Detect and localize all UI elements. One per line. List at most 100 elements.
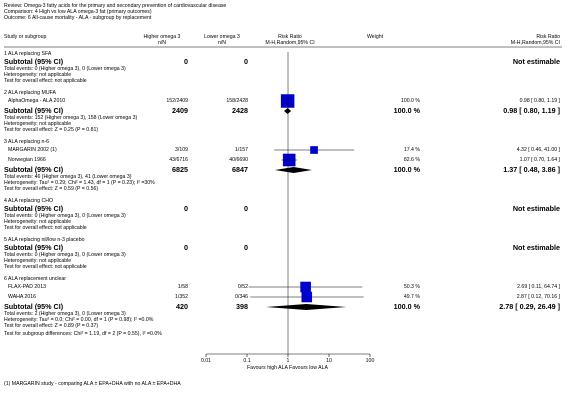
study-higher-events: 3/109 [175, 147, 188, 153]
study-lower-events: 158/2428 [226, 98, 248, 104]
subgroup-note: Test for overall effect: not applicable [4, 225, 87, 231]
subtotal-ci-text: 2.78 [ 0.29, 26.49 ] [499, 302, 560, 311]
subtotal-higher: 0 [184, 57, 188, 66]
subtotal-label: Subtotal (95% CI) [4, 106, 64, 115]
study-name: FLAX-PAD 2013 [8, 284, 46, 290]
subgroup-note: Test for overall effect: not applicable [4, 78, 87, 84]
col-rr-header: Risk Ratio [278, 34, 302, 40]
col-higher-subheader: n/N [157, 40, 167, 46]
subgroup-note: Test for overall effect: Z = 0.59 (P = 0… [4, 186, 99, 192]
subgroup-note: Heterogeneity: not applicable [4, 258, 72, 264]
study-lower-events: 1/157 [235, 147, 248, 153]
subgroup-note: Total events: 152 (Higher omega 3), 158 … [4, 115, 138, 121]
study-weight: 49.7 % [403, 294, 420, 300]
study-ci-text: 2.87 [ 0.12, 70.16 ] [516, 294, 560, 300]
study-higher-events: 152/2409 [166, 98, 188, 104]
subtotal-higher: 420 [176, 302, 188, 311]
review-title: Review: Omega-3 fatty acids for the prim… [4, 3, 227, 9]
subtotal-higher: 0 [184, 243, 188, 252]
col-rr2-subheader: M-H,Random,95% CI [510, 40, 560, 46]
subtotal-label: Subtotal (95% CI) [4, 302, 64, 311]
study-marker [300, 281, 311, 293]
study-weight: 50.3 % [403, 284, 420, 290]
subtotal-ci-text: Not estimable [512, 243, 560, 252]
study-ci-text: 0.98 [ 0.80, 1.19 ] [519, 98, 560, 104]
study-weight: 17.4 % [403, 147, 420, 153]
subgroup-title: 3 ALA replacing n-6 [4, 139, 49, 145]
subgroup-title: 6 ALA replacement unclear [4, 276, 67, 282]
subgroup-note: Heterogeneity: not applicable [4, 72, 72, 78]
subgroup-note: Heterogeneity: Tau² = 0.29; Chi² = 1.43,… [4, 180, 155, 186]
subgroup-title: 2 ALA replacing MUFA [4, 90, 56, 96]
subgroup-note: Total events: 0 (Higher omega 3), 0 (Low… [4, 213, 126, 219]
subtotal-lower: 398 [236, 302, 248, 311]
x-tick-label: 1 [286, 358, 290, 364]
subtotal-higher: 6825 [172, 165, 188, 174]
favours-left-label: Favours high ALA [247, 365, 288, 371]
study-higher-events: 1/352 [175, 294, 188, 300]
subgroup-note: Total events: 46 (Higher omega 3), 41 (L… [4, 174, 132, 180]
footnote-text: (1) MARGARIN study - comparing ALA ± EPA… [4, 381, 181, 387]
col-lower-header: Lower omega 3 [204, 34, 240, 40]
study-lower-events: 0/346 [235, 294, 248, 300]
comparison-title: Comparison: 4 High vs low ALA omega-3 fa… [4, 9, 152, 15]
col-weight-header: Weight [367, 34, 384, 40]
study-marker [282, 153, 296, 167]
x-tick-label: 100 [365, 358, 375, 364]
col-study-header: Study or subgroup [4, 34, 47, 40]
subtotal-lower: 6847 [232, 165, 248, 174]
subtotal-ci-text: 1.37 [ 0.48, 3.86 ] [503, 165, 560, 174]
subgroup-note: Total events: 0 (Higher omega 3), 0 (Low… [4, 66, 126, 72]
study-lower-events: 0/52 [237, 284, 248, 290]
subtotal-label: Subtotal (95% CI) [4, 204, 64, 213]
x-tick-label: 10 [326, 358, 332, 364]
study-name: Norwegian 1966 [8, 157, 46, 163]
subgroup-test-text: Test for subgroup differences: Chi² = 1.… [4, 331, 162, 337]
study-marker [310, 146, 318, 154]
subtotal-lower: 0 [244, 204, 248, 213]
study-higher-events: 43/6716 [169, 157, 188, 163]
subgroup-note: Heterogeneity: not applicable [4, 121, 72, 127]
subtotal-diamond [274, 167, 313, 173]
subtotal-lower: 0 [244, 57, 248, 66]
subtotal-ci-text: 0.98 [ 0.80, 1.19 ] [503, 106, 560, 115]
study-weight: 82.6 % [403, 157, 420, 163]
subgroup-note: Test for overall effect: not applicable [4, 264, 87, 270]
subtotal-higher: 0 [184, 204, 188, 213]
study-ci-text: 2.69 [ 0.11, 64.74 ] [517, 284, 560, 290]
subtotal-ci-text: Not estimable [512, 57, 560, 66]
favours-right-label: Favours low ALA [289, 365, 328, 371]
subtotal-label: Subtotal (95% CI) [4, 165, 64, 174]
subtotal-weight: 100.0 % [393, 302, 420, 311]
x-tick-label: 0.1 [243, 358, 251, 364]
subtotal-diamond [265, 304, 347, 310]
subtotal-lower: 0 [244, 243, 248, 252]
subtotal-higher: 2409 [172, 106, 188, 115]
col-rr-subheader: M-H,Random,95% CI [265, 40, 315, 46]
study-higher-events: 1/58 [177, 284, 188, 290]
study-weight: 100.0 % [400, 98, 420, 104]
study-lower-events: 40/6690 [229, 157, 248, 163]
subgroup-note: Heterogeneity: Tau² = 0.0; Chi² = 0.00, … [4, 317, 154, 323]
subgroup-note: Total events: 0 (Higher omega 3), 0 (Low… [4, 252, 126, 258]
subtotal-ci-text: Not estimable [512, 204, 560, 213]
study-name: MARGARIN 2002 (1) [8, 147, 57, 153]
subtotal-label: Subtotal (95% CI) [4, 243, 64, 252]
study-name: WAHA 2016 [8, 294, 37, 300]
subtotal-weight: 100.0 % [393, 106, 420, 115]
subgroup-title: 1 ALA replacing SFA [4, 51, 52, 57]
subtotal-weight: 100.0 % [393, 165, 420, 174]
subgroup-note: Heterogeneity: not applicable [4, 219, 72, 225]
col-lower-subheader: n/N [217, 40, 227, 46]
subgroup-title: 5 ALA replacing nil/low n-3 placebo [4, 237, 85, 243]
col-higher-header: Higher omega 3 [143, 34, 181, 40]
study-marker [301, 291, 313, 303]
subgroup-note: Test for overall effect: Z = 0.25 (P = 0… [4, 127, 99, 133]
subtotal-label: Subtotal (95% CI) [4, 57, 64, 66]
col-rr2-header: Risk Ratio [536, 34, 560, 40]
study-name: AlphaOmega - ALA 2010 [8, 98, 66, 104]
study-marker [280, 94, 295, 108]
subgroup-note: Test for overall effect: Z = 0.89 (P = 0… [4, 323, 99, 329]
subtotal-lower: 2428 [232, 106, 248, 115]
